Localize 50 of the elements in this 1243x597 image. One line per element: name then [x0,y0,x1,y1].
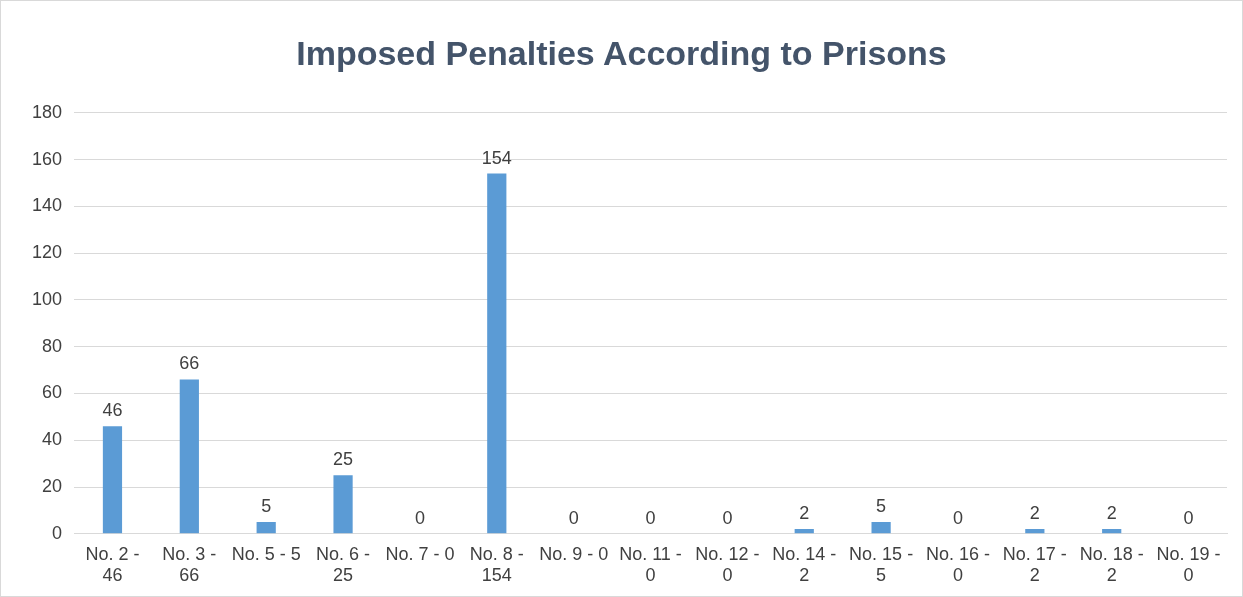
y-tick-label: 100 [31,288,63,309]
x-tick-label: No. 14 - 2 [772,543,837,586]
bar [487,173,507,534]
data-label: 0 [1183,507,1194,528]
data-label: 0 [568,507,579,528]
x-tick-label: No. 3 - 66 [162,543,217,586]
y-tick-label: 20 [42,475,63,496]
x-tick-label: No. 12 - 0 [695,543,760,586]
x-tick-label: No. 7 - 0 [385,543,455,564]
data-label: 154 [481,147,512,168]
data-label: 0 [414,507,425,528]
y-tick-label: 160 [31,148,63,169]
bar [256,522,276,534]
x-tick-label: No. 6 - 25 [316,543,371,586]
chart-title: Imposed Penalties According to Prisons [295,34,948,73]
x-tick-label: No. 17 - 2 [1002,543,1067,586]
x-tick-label: No. 8 - 154 [469,543,524,586]
x-tick-label: No. 9 - 0 [539,543,609,564]
data-label: 0 [952,507,963,528]
bar [179,379,199,534]
data-label: 0 [722,507,733,528]
data-label: 2 [1106,503,1117,524]
data-label: 0 [645,507,656,528]
bar [333,475,353,534]
bar [871,522,891,534]
y-tick-label: 80 [42,335,63,356]
data-label: 46 [102,400,123,421]
bar [1025,529,1045,534]
y-tick-label: 40 [42,429,63,450]
bar [1102,529,1122,534]
data-label: 2 [799,503,810,524]
data-label: 25 [333,449,354,470]
bar [102,426,123,534]
y-tick-label: 120 [31,242,63,263]
y-tick-label: 0 [52,522,63,543]
y-tick-label: 140 [31,195,63,216]
y-tick-label: 60 [42,382,63,403]
x-tick-label: No. 11 - 0 [619,543,682,586]
data-label: 5 [261,496,272,517]
x-tick-label: No. 2 - 46 [85,543,140,586]
x-tick-label: No. 16 - 0 [925,543,990,586]
data-label: 5 [876,496,887,517]
y-tick-label: 180 [31,101,63,122]
x-tick-label: No. 5 - 5 [231,543,301,564]
x-tick-label: No. 15 - 5 [849,543,914,586]
x-tick-label: No. 19 - 0 [1156,543,1221,586]
x-tick-label: No. 18 - 2 [1079,543,1144,586]
data-label: 2 [1029,503,1040,524]
bar [794,529,814,534]
data-label: 66 [179,353,200,374]
